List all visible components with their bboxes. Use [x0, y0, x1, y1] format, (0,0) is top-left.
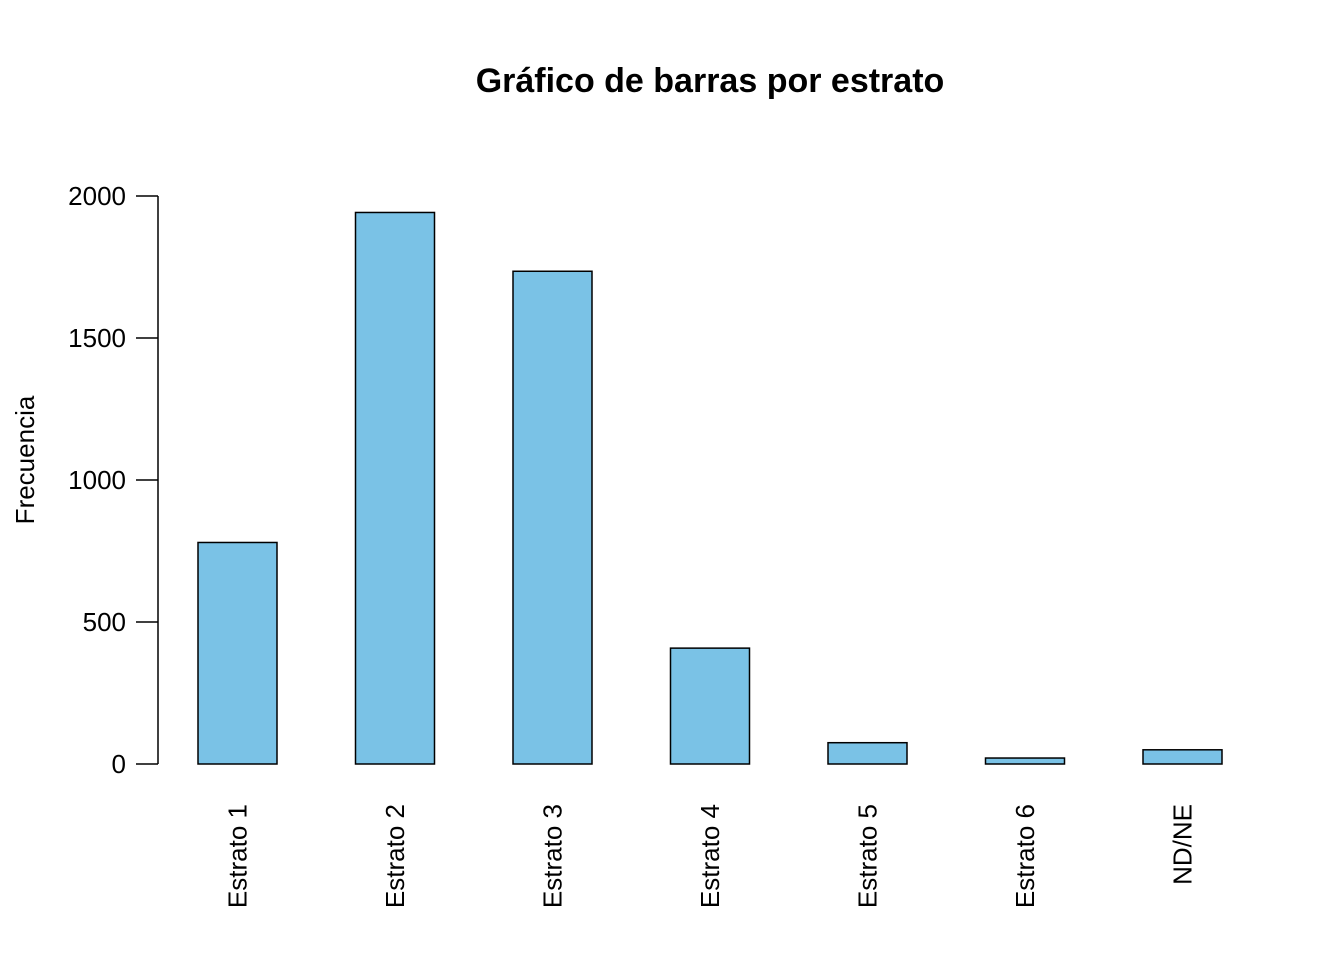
y-axis: 0 500 1000 1500 2000 [68, 181, 159, 779]
x-tick-label: Estrato 6 [1010, 804, 1040, 908]
x-tick-label: Estrato 2 [380, 804, 410, 908]
x-tick-label: Estrato 5 [853, 804, 883, 908]
y-tick-label: 1500 [68, 323, 126, 353]
chart-title: Gráfico de barras por estrato [476, 62, 945, 100]
x-tick-label: Estrato 1 [223, 804, 253, 908]
bar-3 [512, 270, 593, 765]
x-axis-labels: Estrato 1 Estrato 2 Estrato 3 Estrato 4 Estr… [223, 804, 1198, 908]
bar-4 [669, 647, 751, 765]
x-tick-label: Estrato 4 [695, 804, 725, 908]
bar-5 [827, 741, 908, 765]
y-tick-label: 500 [83, 607, 126, 637]
y-tick-label: 1000 [68, 465, 126, 495]
bars-group [197, 211, 1223, 765]
y-axis-label: Frecuencia [10, 395, 40, 524]
y-tick-label: 0 [112, 749, 126, 779]
y-tick-label: 2000 [68, 181, 126, 211]
bar-7 [1142, 749, 1223, 765]
bar-2 [354, 211, 436, 765]
x-tick-label: Estrato 3 [538, 804, 568, 908]
bar-6 [984, 757, 1066, 765]
bar-1 [197, 541, 278, 765]
x-tick-label: ND/NE [1168, 804, 1198, 885]
